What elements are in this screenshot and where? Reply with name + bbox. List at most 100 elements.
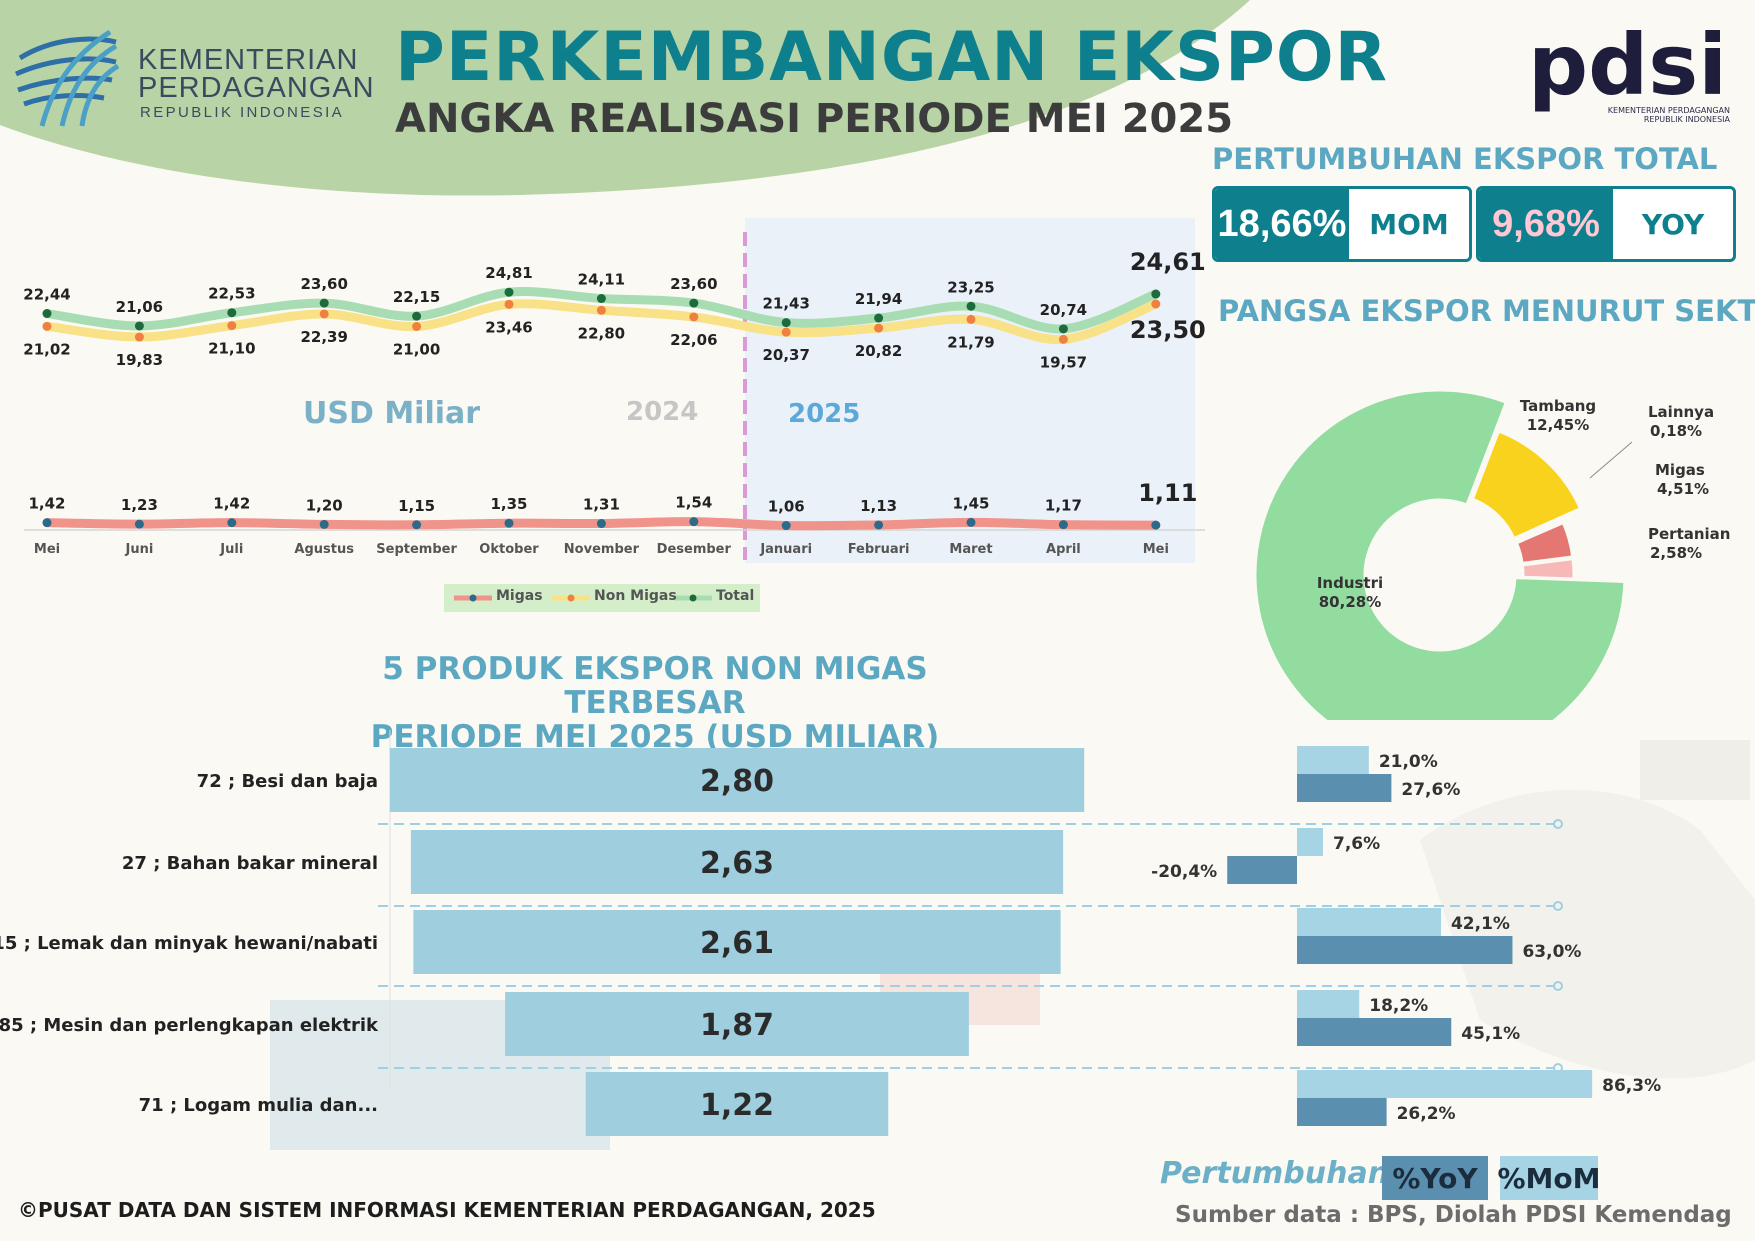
data-label-migas: 1,31 [583, 496, 620, 514]
x-tick-label: Maret [949, 542, 992, 557]
ministry-line1: KEMENTERIAN [138, 44, 359, 76]
point-total [596, 294, 606, 304]
x-tick-label: Agustus [294, 542, 354, 557]
row-divider-end [1553, 901, 1563, 911]
mom-value-label: 21,0% [1379, 752, 1438, 772]
point-total [966, 301, 976, 311]
pdsi-logo-icon: pdsi [1528, 22, 1727, 112]
data-label-non-migas: 19,83 [116, 351, 163, 369]
legend-migas: Migas [496, 588, 543, 604]
data-label-total: 22,44 [23, 286, 70, 304]
point-total [227, 308, 237, 318]
growth-total-title: PERTUMBUHAN EKSPOR TOTAL [1212, 142, 1718, 176]
point-non-migas [42, 321, 52, 331]
data-label-non-migas: 22,80 [578, 324, 625, 342]
data-label-total: 23,60 [300, 275, 347, 293]
slice-value-lainnya: 0,18% [1650, 422, 1702, 440]
legend-total-dot [689, 594, 697, 602]
mom-kpi: 18,66% MOM [1212, 186, 1472, 262]
x-tick-label: Desember [657, 542, 732, 557]
point-migas [42, 518, 52, 528]
x-tick-label: September [376, 542, 457, 557]
product-category-label: 85 ; Mesin dan perlengkapan elektrik [0, 1015, 379, 1036]
yoy-value: 9,68% [1479, 189, 1613, 259]
point-total [504, 287, 514, 297]
data-label-migas: 1,13 [860, 497, 897, 515]
data-label-non-migas: 21,00 [393, 341, 440, 359]
data-label-migas: 1,17 [1045, 497, 1082, 515]
data-label-non-migas: 21,10 [208, 340, 255, 358]
source-note: Sumber data : BPS, Diolah PDSI Kemendag [1175, 1202, 1732, 1228]
row-divider-end [1553, 819, 1563, 829]
ministry-subtitle: REPUBLIK INDONESIA [140, 104, 345, 121]
mom-value-label: 42,1% [1451, 914, 1510, 934]
slice-pertanian [1520, 556, 1576, 581]
data-label-total: 21,06 [116, 298, 163, 316]
x-tick-label: Mei [1143, 542, 1169, 557]
data-label-migas: 1,15 [398, 497, 435, 515]
data-label-migas: 1,42 [213, 495, 250, 513]
x-tick-label: Januari [759, 542, 812, 557]
point-migas [504, 518, 514, 528]
data-label-total: 21,94 [855, 290, 902, 308]
data-label-migas: 1,45 [952, 494, 989, 512]
data-label-migas: 1,23 [121, 496, 158, 514]
data-label-non-migas: 23,46 [485, 318, 532, 336]
point-non-migas [966, 314, 976, 324]
yoy-value-label: -20,4% [1151, 862, 1217, 882]
point-total [874, 313, 884, 323]
point-migas [412, 520, 422, 530]
legend-migas-dot [469, 594, 477, 602]
data-label-total: 20,74 [1040, 301, 1087, 319]
lainnya-leader-line [1589, 441, 1633, 479]
data-label-total: 22,15 [393, 288, 440, 306]
x-tick-label: April [1046, 542, 1081, 557]
slice-value-industri: 80,28% [1319, 593, 1381, 611]
yoy-bar [1297, 774, 1392, 802]
legend-total: Total [716, 588, 755, 604]
point-migas [966, 517, 976, 527]
point-non-migas [504, 299, 514, 309]
product-category-label: 15 ; Lemak dan minyak hewani/nabati [0, 933, 378, 954]
top5-bar-chart: 2,80 72 ; Besi dan baja 2,63 27 ; Bahan bak… [0, 730, 1661, 1136]
point-non-migas [874, 323, 884, 333]
mom-bar [1297, 990, 1360, 1018]
slice-value-pertanian: 2,58% [1650, 544, 1702, 562]
data-label-non-migas: 21,79 [947, 333, 994, 351]
data-label-migas: 1,06 [768, 498, 805, 516]
point-non-migas [1151, 299, 1161, 309]
point-non-migas [134, 332, 144, 342]
yoy-value-label: 63,0% [1522, 942, 1581, 962]
mom-bar [1297, 908, 1441, 936]
data-label-non-migas: 20,37 [762, 346, 809, 364]
legend-mom: %MoM [1497, 1156, 1601, 1200]
line-chart-legend: Migas Non Migas Total [444, 584, 760, 612]
point-non-migas [596, 305, 606, 315]
yoy-value-label: 27,6% [1401, 780, 1460, 800]
yoy-bar [1297, 936, 1513, 964]
legend-yoy: %YoY [1382, 1156, 1488, 1200]
point-non-migas [319, 309, 329, 319]
point-non-migas [781, 327, 791, 337]
slice-label-pertanian: Pertanian [1648, 525, 1730, 543]
year-2024-label: 2024 [626, 397, 698, 427]
pdsi-logo-text: pdsi [1528, 22, 1727, 112]
point-migas [689, 517, 699, 527]
yoy-value-label: 26,2% [1397, 1104, 1456, 1124]
product-bar [413, 910, 1061, 974]
row-divider-end [1553, 981, 1563, 991]
product-value: 1,22 [700, 1088, 774, 1123]
mom-bar [1297, 746, 1369, 774]
data-label-non-migas: 23,50 [1130, 316, 1206, 344]
product-bar [585, 1072, 889, 1136]
data-label-total: 22,53 [208, 285, 255, 303]
mom-value: 18,66% [1215, 189, 1349, 259]
legend-swatches [454, 594, 712, 602]
point-total [412, 311, 422, 321]
page-subtitle: ANGKA REALISASI PERIODE MEI 2025 [395, 96, 1234, 142]
data-label-non-migas: 22,06 [670, 331, 717, 349]
slice-label-industri: Industri [1317, 574, 1383, 592]
data-label-total: 24,81 [485, 264, 532, 282]
